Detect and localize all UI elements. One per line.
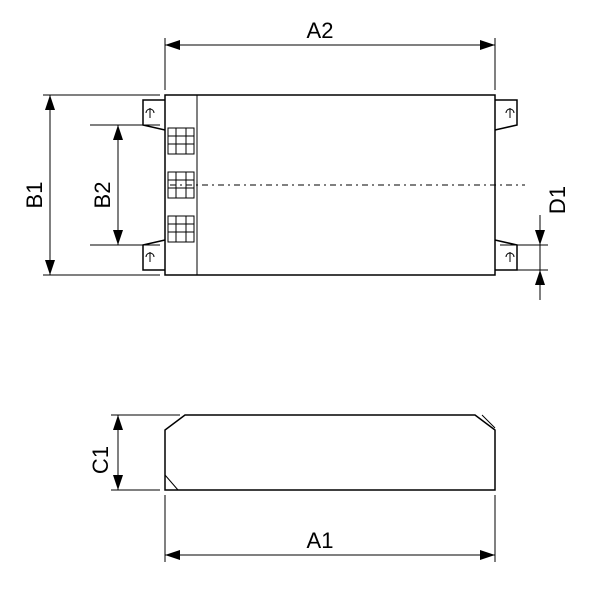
- label-c1: C1: [88, 446, 113, 474]
- dim-a2: A2: [165, 18, 495, 90]
- label-b1: B1: [22, 182, 47, 209]
- label-a1: A1: [307, 528, 334, 553]
- dim-b2: B2: [90, 125, 160, 245]
- label-d1: D1: [545, 186, 570, 214]
- technical-drawing: A2 B1 B2 D1 C1: [0, 0, 600, 600]
- dim-a1: A1: [165, 495, 495, 562]
- mount-tab-tr: [495, 100, 517, 130]
- side-view: [165, 415, 495, 490]
- diagram-container: A2 B1 B2 D1 C1: [0, 0, 600, 600]
- label-a2: A2: [307, 18, 334, 43]
- label-b2: B2: [90, 182, 115, 209]
- dim-c1: C1: [88, 415, 180, 490]
